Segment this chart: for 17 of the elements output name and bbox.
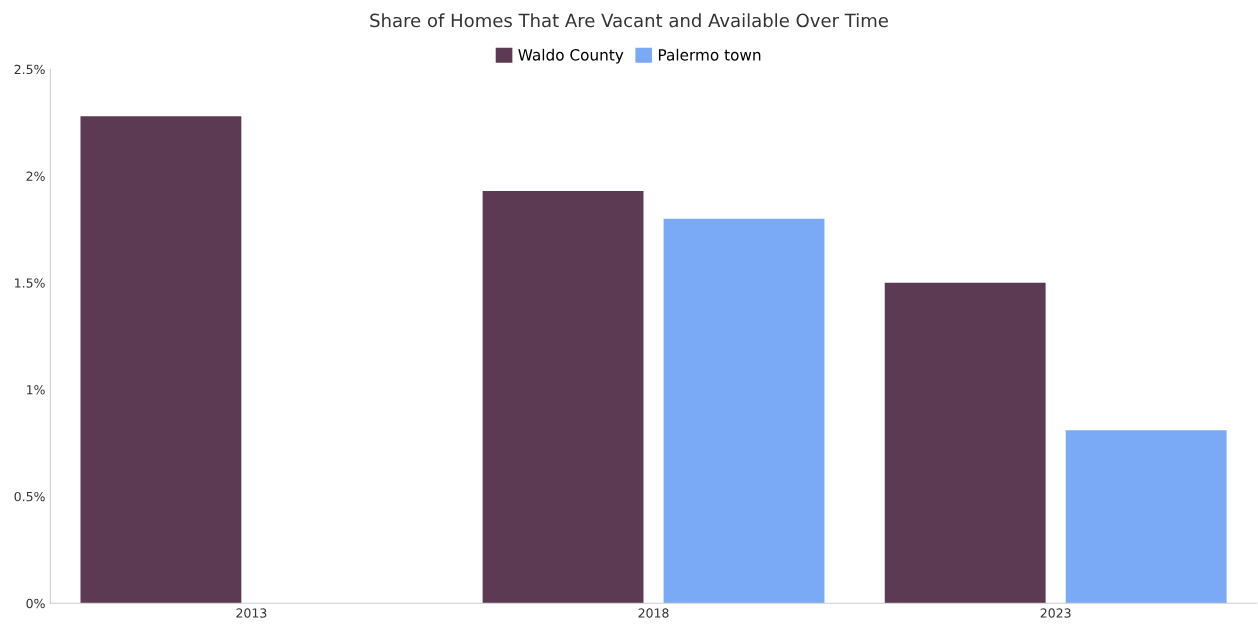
y-tick-label: 2.5% — [14, 64, 45, 75]
legend-label: Waldo County — [518, 48, 624, 64]
legend-label: Palermo town — [658, 48, 761, 61]
y-tick-label: 1% — [27, 385, 45, 395]
x-tick-label: 2013 — [236, 608, 267, 618]
bar — [80, 116, 242, 604]
x-tick-label: 2023 — [1040, 608, 1071, 618]
chart-title: Share of Homes That Are Vacant and Available Over Time — [370, 13, 888, 28]
bar — [482, 190, 644, 604]
y-tick-label: 1.5% — [15, 278, 45, 288]
x-tick-label: 2018 — [638, 608, 669, 618]
y-tick-label: 0.5% — [14, 491, 45, 502]
bar — [1065, 430, 1227, 604]
y-tick-label: 2% — [26, 171, 45, 181]
bar — [884, 282, 1046, 604]
y-tick-label: 0% — [26, 598, 45, 609]
bar — [663, 218, 825, 604]
